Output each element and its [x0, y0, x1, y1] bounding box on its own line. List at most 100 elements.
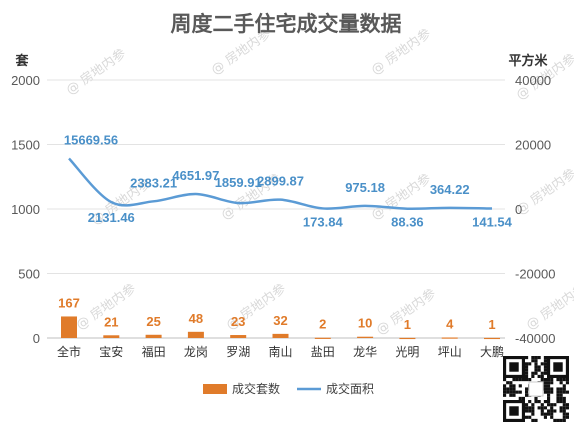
qr-module [503, 384, 507, 388]
bar [61, 316, 77, 338]
qr-module [534, 356, 538, 360]
legend-swatch-bar [203, 384, 227, 394]
qr-module [534, 371, 538, 375]
qr-module [543, 400, 547, 404]
left-tick-label: 1000 [11, 202, 40, 217]
qr-module [553, 409, 557, 413]
qr-module [550, 381, 554, 385]
category-label: 宝安 [99, 344, 123, 359]
qr-module [556, 400, 560, 404]
qr-code [503, 356, 569, 422]
category-labels: 全市 宝安 福田 龙岗 罗湖 南山 盐田 龙华 光明 坪山 大鹏 [57, 344, 504, 359]
category-label: 龙华 [353, 345, 377, 359]
qr-module [547, 387, 551, 391]
qr-module [512, 378, 516, 382]
qr-module [525, 362, 529, 366]
qr-module [515, 390, 519, 394]
qr-module [562, 418, 566, 422]
bar [314, 337, 331, 339]
qr-module [556, 387, 560, 391]
qr-module [556, 396, 560, 400]
qr-module [553, 418, 557, 422]
qr-module [537, 356, 541, 360]
line-data-label: 2131.46 [88, 210, 135, 225]
qr-finder [553, 362, 563, 372]
qr-module [531, 403, 535, 407]
qr-module [562, 387, 566, 391]
qr-module [556, 418, 560, 422]
line-data-label: 15669.56 [64, 132, 118, 147]
qr-module [565, 378, 569, 382]
bar [187, 331, 204, 338]
line-data-label: 2383.21 [130, 175, 177, 190]
bar-data-label: 10 [358, 316, 372, 331]
qr-module [556, 378, 560, 382]
qr-module [559, 390, 563, 394]
qr-module [528, 378, 532, 382]
category-label: 大鹏 [480, 345, 504, 359]
qr-module [559, 393, 563, 397]
bar-data-label: 25 [146, 314, 160, 329]
bar-data-label: 21 [104, 314, 118, 329]
qr-module [531, 418, 535, 422]
qr-module [550, 409, 554, 413]
qr-module [509, 393, 513, 397]
qr-module [531, 371, 535, 375]
bar [441, 337, 458, 339]
qr-module [531, 356, 535, 360]
right-axis-ticks: -40000 -20000 0 20000 40000 [515, 73, 555, 346]
qr-module [543, 356, 547, 360]
category-label: 光明 [395, 345, 419, 359]
qr-module [562, 412, 566, 416]
qr-module [512, 393, 516, 397]
qr-module [540, 403, 544, 407]
qr-module [509, 390, 513, 394]
qr-module [518, 396, 522, 400]
qr-module [565, 412, 569, 416]
qr-module [503, 393, 507, 397]
qr-module [525, 387, 529, 391]
qr-module [543, 384, 547, 388]
qr-module [547, 412, 551, 416]
qr-module [543, 368, 547, 372]
qr-module [518, 378, 522, 382]
qr-module [547, 396, 551, 400]
line-data-label: 4651.97 [172, 168, 219, 183]
qr-module [550, 415, 554, 419]
qr-module [537, 374, 541, 378]
qr-module [543, 365, 547, 369]
qr-module [518, 390, 522, 394]
qr-module [506, 381, 510, 385]
qr-module [550, 387, 554, 391]
qr-module [556, 393, 560, 397]
qr-module [537, 368, 541, 372]
bar-data-label: 4 [446, 316, 454, 331]
qr-module [525, 390, 529, 394]
line-data-labels: 15669.56 2131.46 2383.214651.971859.912899… [64, 132, 513, 229]
category-label: 南山 [268, 344, 292, 359]
bar-data-label: 23 [231, 314, 245, 329]
qr-module [506, 390, 510, 394]
qr-module [521, 396, 525, 400]
qr-module [528, 400, 532, 404]
qr-module [543, 415, 547, 419]
qr-module [550, 412, 554, 416]
qr-module [550, 406, 554, 410]
qr-finder [509, 362, 519, 372]
qr-module [559, 409, 563, 413]
qr-module [556, 390, 560, 394]
qr-module [543, 378, 547, 382]
qr-module [534, 365, 538, 369]
qr-module [550, 403, 554, 407]
qr-module [543, 412, 547, 416]
qr-module [547, 390, 551, 394]
qr-module [525, 406, 529, 410]
bar [357, 336, 374, 338]
qr-module [518, 384, 522, 388]
qr-module [562, 406, 566, 410]
qr-module [559, 387, 563, 391]
watermark-text: @ 房地内参 [63, 46, 129, 99]
qr-module [562, 390, 566, 394]
